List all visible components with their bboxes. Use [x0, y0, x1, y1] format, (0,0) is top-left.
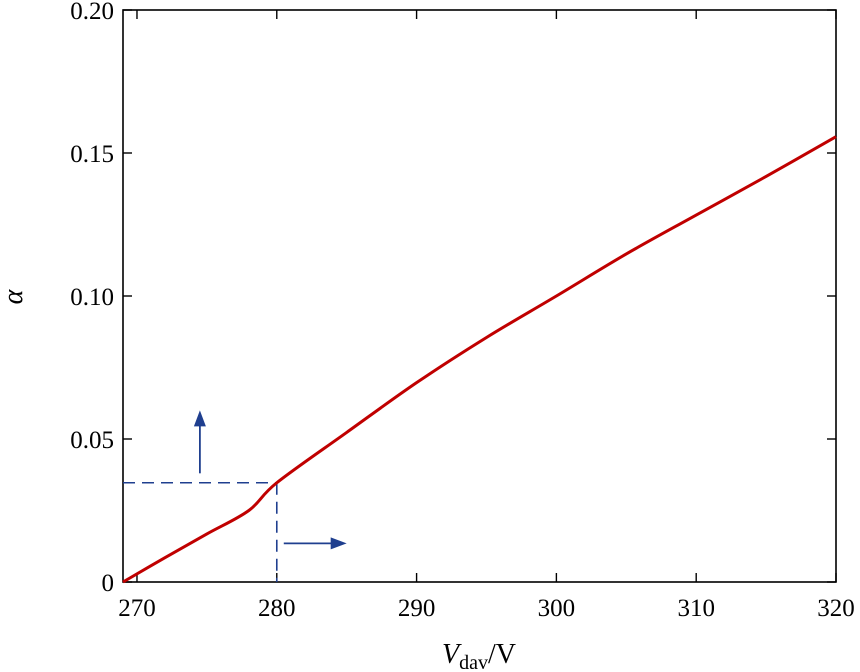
- annotations: [123, 410, 347, 582]
- x-axis-label: Vdav/V: [442, 639, 516, 672]
- y-tick-label: 0.05: [70, 427, 114, 454]
- y-tick-label: 0.15: [70, 141, 114, 168]
- axis-ticks: [123, 9, 837, 583]
- series-line: [122, 135, 837, 584]
- y-tick-label: 0: [102, 570, 115, 597]
- x-axis-label-unit: /V: [488, 639, 516, 670]
- y-tick-label: 0.10: [70, 284, 114, 311]
- y-tick-label: 0.20: [70, 0, 114, 25]
- arrow-up-icon: [193, 410, 206, 427]
- x-tick-label: 310: [677, 595, 715, 622]
- y-axis-label: α: [0, 288, 29, 304]
- x-tick-label: 280: [258, 595, 296, 622]
- x-tick-label: 320: [817, 595, 855, 622]
- plot-frame: [122, 9, 837, 583]
- x-tick-label: 290: [398, 595, 436, 622]
- arrow-right-icon: [330, 537, 347, 550]
- x-axis-label-var: V: [442, 639, 462, 670]
- axis-tick-labels: 270 280 290 300 310 320 0 0.05 0.10 0.15 0.20: [70, 0, 855, 622]
- x-tick-label: 300: [538, 595, 576, 622]
- x-axis-label-sub: dav: [459, 652, 488, 672]
- x-tick-label: 270: [118, 595, 156, 622]
